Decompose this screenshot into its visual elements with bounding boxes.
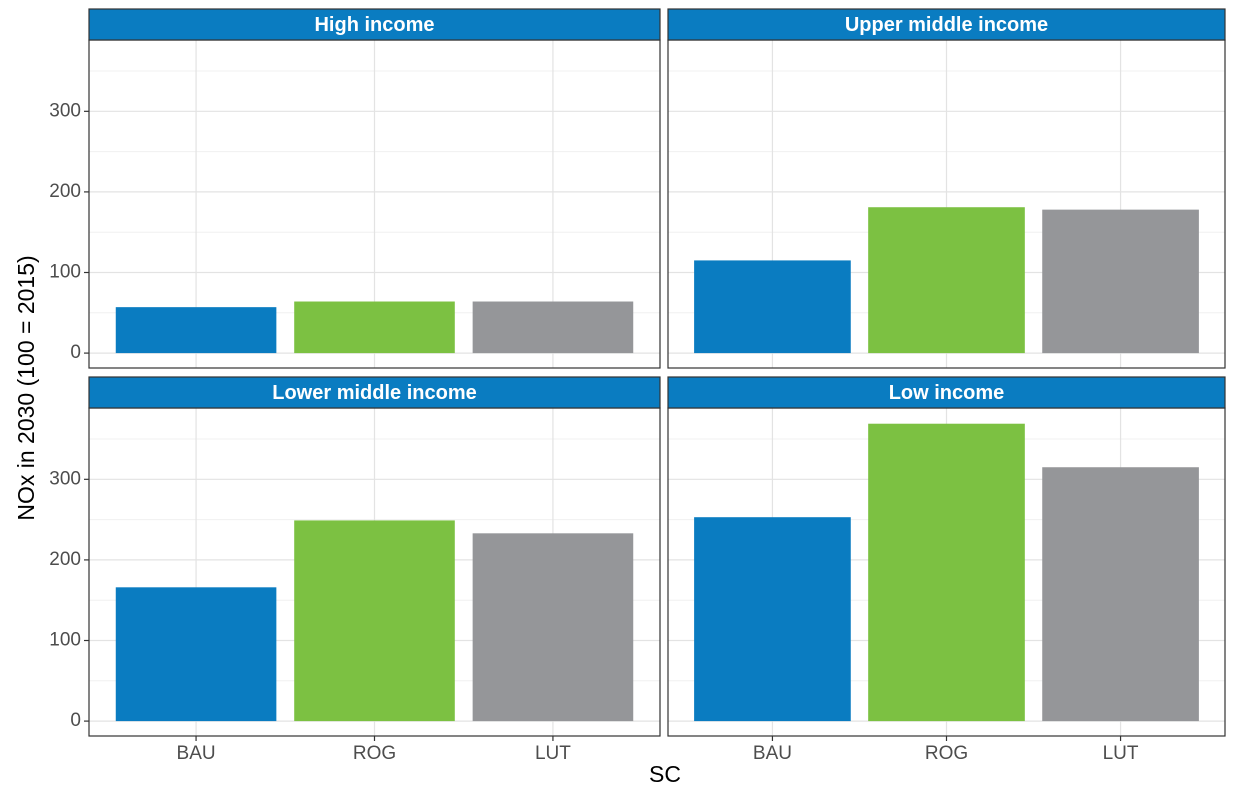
bar bbox=[694, 260, 851, 354]
y-tick-label: 300 bbox=[49, 100, 81, 121]
x-axis-label: SC bbox=[649, 761, 681, 787]
bar bbox=[472, 533, 634, 722]
y-tick-label: 200 bbox=[49, 549, 81, 570]
y-tick-label: 100 bbox=[49, 262, 81, 283]
y-tick-label: 300 bbox=[49, 468, 81, 489]
x-tick-label: BAU bbox=[177, 743, 216, 764]
bar bbox=[472, 301, 634, 354]
strip-title: Lower middle income bbox=[272, 382, 476, 404]
strip bbox=[667, 376, 1226, 409]
y-axis-label: NOx in 2030 (100 = 2015) bbox=[13, 255, 39, 520]
bar bbox=[868, 423, 1025, 722]
bar bbox=[868, 207, 1025, 354]
bar bbox=[294, 301, 455, 354]
y-tick-label: 0 bbox=[70, 710, 81, 731]
bar bbox=[115, 307, 277, 354]
x-tick-label: ROG bbox=[353, 743, 396, 764]
strip bbox=[88, 8, 661, 41]
bar bbox=[1042, 467, 1199, 722]
x-tick-label: LUT bbox=[535, 743, 571, 764]
strip bbox=[88, 376, 661, 409]
y-tick-label: 100 bbox=[49, 630, 81, 651]
bar bbox=[115, 587, 277, 722]
strip-title: High income bbox=[314, 14, 434, 36]
strip bbox=[667, 8, 1226, 41]
bar bbox=[694, 517, 851, 722]
y-tick-label: 200 bbox=[49, 181, 81, 202]
x-tick-label: LUT bbox=[1103, 743, 1139, 764]
x-tick-label: ROG bbox=[925, 743, 968, 764]
bar bbox=[1042, 209, 1199, 354]
bar bbox=[294, 520, 455, 722]
strip-title: Upper middle income bbox=[845, 14, 1048, 36]
x-tick-label: BAU bbox=[753, 743, 792, 764]
y-tick-label: 0 bbox=[70, 342, 81, 363]
strip-title: Low income bbox=[889, 382, 1005, 404]
